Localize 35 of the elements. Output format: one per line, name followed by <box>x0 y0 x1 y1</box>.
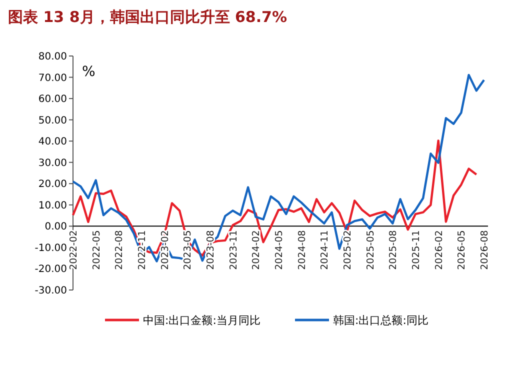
y-tick-label: 20.00 <box>38 179 67 190</box>
x-tick-label: 2025-11 <box>411 230 422 270</box>
x-tick-label: 2023-02 <box>160 230 171 270</box>
legend-label: 韩国:出口总额:同比 <box>333 314 428 327</box>
x-tick-label: 2024-11 <box>320 230 331 270</box>
y-tick-label: 0.00 <box>44 222 67 233</box>
x-tick-label: 2026-08 <box>480 230 490 270</box>
y-tick-label: 10.00 <box>38 200 67 212</box>
x-tick-label: 2026-02 <box>434 230 445 270</box>
x-tick-label: 2022-05 <box>91 230 102 270</box>
y-tick-label: 80.00 <box>38 52 67 62</box>
y-tick-label: 50.00 <box>38 115 67 126</box>
x-tick-label: 2025-02 <box>342 230 354 270</box>
y-tick-label: -30.00 <box>34 286 67 296</box>
y-tick-label: 60.00 <box>38 94 67 106</box>
x-tick-label: 2022-02 <box>68 230 80 270</box>
x-tick-label: 2023-05 <box>182 230 194 270</box>
y-tick-label: -20.00 <box>34 264 67 276</box>
y-tick-label: 30.00 <box>38 158 67 169</box>
y-axis-title: % <box>82 64 96 80</box>
x-tick-label: 2022-11 <box>137 230 148 270</box>
x-tick-label: 2023-11 <box>228 230 240 270</box>
x-tick-label: 2025-05 <box>365 230 376 270</box>
chart-title: 图表 13 8月，韩国出口同比升至 68.7% <box>8 8 288 26</box>
x-tick-label: 2026-05 <box>456 230 468 270</box>
x-tick-label: 2024-02 <box>251 230 262 270</box>
x-tick-label: 2023-08 <box>206 230 216 270</box>
y-tick-label: -10.00 <box>34 242 67 254</box>
y-tick-label: 40.00 <box>38 136 67 148</box>
legend-label: 中国:出口金额:当月同比 <box>143 314 260 327</box>
x-tick-label: 2022-08 <box>114 230 126 270</box>
x-tick-label: 2025-08 <box>388 230 400 270</box>
x-tick-label: 2024-05 <box>274 230 285 270</box>
y-tick-label: 70.00 <box>38 72 67 84</box>
x-tick-label: 2024-08 <box>296 230 308 270</box>
